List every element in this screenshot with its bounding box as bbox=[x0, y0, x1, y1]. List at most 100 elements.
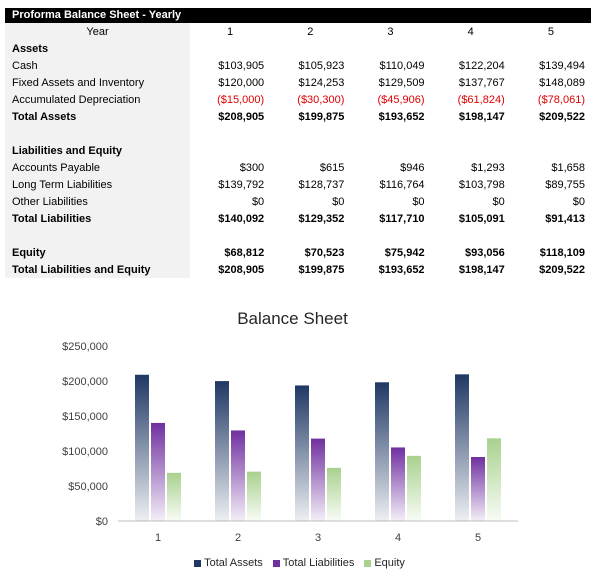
table-cell: $89,755 bbox=[545, 178, 585, 191]
table-cell bbox=[270, 227, 350, 244]
chart-plot: $0 $50,000 $100,000 $150,000 $200,000 $250,00… bbox=[62, 341, 518, 544]
legend-label: Total Liabilities bbox=[282, 557, 355, 569]
table-cell: $0 bbox=[492, 195, 505, 208]
table-cell: $122,204 bbox=[458, 59, 505, 72]
table-cell: $0 bbox=[572, 195, 585, 208]
table-cell: $209,522 bbox=[539, 110, 585, 123]
table-cell: $116,764 bbox=[379, 178, 425, 191]
row-label: Total Liabilities bbox=[5, 210, 190, 227]
table-cell bbox=[511, 227, 591, 244]
table-row: Accumulated Depreciation ($15,000) ($30,30… bbox=[5, 91, 591, 108]
x-tick-label: 1 bbox=[155, 532, 161, 544]
table-cell: $139,494 bbox=[539, 59, 585, 72]
table-row: Fixed Assets and Inventory $120,000 $124,2… bbox=[5, 74, 591, 91]
table-cell: $946 bbox=[400, 161, 425, 174]
table-cell: $120,000 bbox=[218, 76, 265, 89]
table-cell: $140,092 bbox=[218, 212, 265, 225]
table-cell: $0 bbox=[412, 195, 425, 208]
y-tick-label: $50,000 bbox=[68, 481, 108, 493]
table-row: Total Liabilities and Equity $208,905 $199… bbox=[5, 261, 591, 278]
table-cell: $70,523 bbox=[304, 246, 345, 259]
table-cell: $105,091 bbox=[458, 212, 505, 225]
table-cell: $199,875 bbox=[298, 110, 345, 123]
bar-equity bbox=[327, 467, 341, 521]
table-cell bbox=[270, 125, 350, 142]
table-cell: $68,812 bbox=[224, 246, 265, 259]
table-row: Total Liabilities $140,092 $129,352 $117,71… bbox=[5, 210, 591, 227]
table-cell: $128,737 bbox=[298, 178, 345, 191]
legend-swatch bbox=[272, 559, 280, 567]
table-cell: $103,798 bbox=[458, 178, 505, 191]
bar-total-liabilities bbox=[151, 422, 165, 521]
bar-total-assets bbox=[375, 382, 389, 521]
chart-legend: Total Assets Total Liabilities Equity bbox=[0, 557, 599, 569]
year-column-header: 1 bbox=[227, 25, 234, 38]
bar-equity bbox=[407, 455, 421, 521]
y-tick-label: $0 bbox=[96, 516, 108, 528]
table-cell bbox=[190, 40, 270, 57]
bar-equity bbox=[167, 472, 181, 521]
y-tick-label: $150,000 bbox=[62, 411, 108, 423]
table-cell bbox=[350, 227, 430, 244]
row-label: Cash bbox=[5, 57, 190, 74]
bar-equity bbox=[487, 438, 501, 521]
table-row bbox=[5, 227, 591, 244]
year-column-header: 3 bbox=[387, 25, 394, 38]
y-tick-label: $100,000 bbox=[62, 446, 108, 458]
table-cell bbox=[511, 125, 591, 142]
legend-item: Total Liabilities bbox=[272, 557, 355, 569]
row-label: Assets bbox=[5, 40, 190, 57]
table-cell: $193,652 bbox=[378, 110, 425, 123]
table-cell: $129,509 bbox=[378, 76, 425, 89]
table-cell bbox=[511, 142, 591, 159]
table-cell: ($61,824) bbox=[457, 93, 505, 106]
table-cell: $208,905 bbox=[218, 110, 265, 123]
table-row: Assets bbox=[5, 40, 591, 57]
row-label: Accumulated Depreciation bbox=[5, 91, 190, 108]
y-tick-label: $250,000 bbox=[62, 341, 108, 353]
table-cell: $615 bbox=[319, 161, 345, 174]
year-header: Year bbox=[5, 23, 190, 40]
table-cell bbox=[190, 125, 270, 142]
bar-total-liabilities bbox=[471, 457, 485, 521]
table-cell: $75,942 bbox=[384, 246, 425, 259]
table-cell: ($30,300) bbox=[297, 93, 345, 106]
bar-equity bbox=[247, 471, 261, 521]
table-cell bbox=[270, 142, 350, 159]
table-cell bbox=[350, 125, 430, 142]
table-cell: $137,767 bbox=[458, 76, 505, 89]
row-label: Liabilities and Equity bbox=[5, 142, 190, 159]
balance-sheet-chart: Balance Sheet $0 $50,000 $100,000 $150,000 $… bbox=[0, 300, 599, 587]
legend-swatch bbox=[364, 559, 372, 567]
table-cell: $198,147 bbox=[458, 263, 505, 276]
row-label: Accounts Payable bbox=[5, 159, 190, 176]
table-cell bbox=[431, 125, 511, 142]
table-row: Other Liabilities $0 $0 $0 $0 $0 bbox=[5, 193, 591, 210]
table-row: Total Assets $208,905 $199,875 $193,652 $198… bbox=[5, 108, 591, 125]
table-cell: $129,352 bbox=[298, 212, 345, 225]
table-row bbox=[5, 125, 591, 142]
table-cell: $139,792 bbox=[218, 178, 265, 191]
table-cell: $198,147 bbox=[458, 110, 505, 123]
row-label: Equity bbox=[5, 244, 190, 261]
row-label bbox=[5, 227, 190, 244]
legend-label: Equity bbox=[374, 557, 405, 569]
row-label: Total Assets bbox=[5, 108, 190, 125]
table-cell: $1,293 bbox=[471, 161, 505, 174]
table-cell: $124,253 bbox=[298, 76, 345, 89]
legend-item: Total Assets bbox=[194, 557, 263, 569]
balance-table: Year 1 2 3 4 5 Assets Cash $103,905 $105,923 $110,… bbox=[5, 23, 591, 278]
year-column-header: 5 bbox=[547, 25, 554, 38]
year-column-header: 2 bbox=[307, 25, 314, 38]
table-cell: $118,109 bbox=[539, 246, 585, 259]
row-label: Fixed Assets and Inventory bbox=[5, 74, 190, 91]
table-cell: $93,056 bbox=[464, 246, 505, 259]
table-cell: $193,652 bbox=[378, 263, 425, 276]
table-cell: $105,923 bbox=[298, 59, 345, 72]
legend-label: Total Assets bbox=[204, 557, 263, 569]
x-tick-label: 2 bbox=[235, 532, 241, 544]
table-header-row: Year 1 2 3 4 5 bbox=[5, 23, 591, 40]
x-tick-label: 4 bbox=[395, 532, 401, 544]
table-cell: $1,658 bbox=[551, 161, 585, 174]
sheet-title: Proforma Balance Sheet - Yearly bbox=[5, 8, 591, 23]
